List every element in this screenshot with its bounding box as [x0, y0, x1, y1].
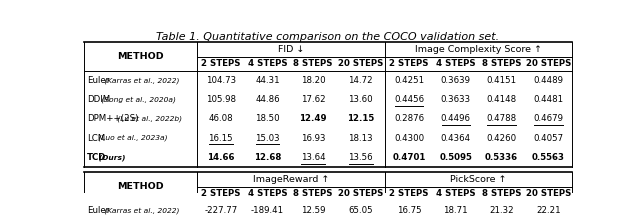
- Text: 22.21: 22.21: [536, 206, 561, 215]
- Text: 0.4481: 0.4481: [533, 95, 563, 104]
- Text: LCM: LCM: [87, 134, 105, 143]
- Text: 0.5336: 0.5336: [485, 153, 518, 162]
- Text: 0.4489: 0.4489: [533, 76, 563, 85]
- Text: (Luo et al., 2023a): (Luo et al., 2023a): [96, 135, 168, 141]
- Text: 0.4148: 0.4148: [486, 95, 516, 104]
- Text: 46.08: 46.08: [209, 114, 233, 123]
- Text: 12.15: 12.15: [347, 114, 374, 123]
- Text: 104.73: 104.73: [205, 76, 236, 85]
- Text: DDIM: DDIM: [87, 95, 110, 104]
- Text: 4 STEPS: 4 STEPS: [436, 189, 476, 198]
- Text: 0.4151: 0.4151: [486, 76, 516, 85]
- Text: PickScore ↑: PickScore ↑: [451, 175, 507, 184]
- Text: FID ↓: FID ↓: [278, 45, 305, 54]
- Text: ImageReward ↑: ImageReward ↑: [253, 175, 330, 184]
- Text: 0.4456: 0.4456: [394, 95, 424, 104]
- Text: Image Complexity Score ↑: Image Complexity Score ↑: [415, 45, 542, 54]
- Text: 2 STEPS: 2 STEPS: [389, 59, 429, 68]
- Text: (Lu et al., 2022b): (Lu et al., 2022b): [115, 116, 182, 122]
- Text: TCD: TCD: [87, 153, 106, 162]
- Text: 15.03: 15.03: [255, 134, 280, 143]
- Text: 0.3633: 0.3633: [441, 95, 471, 104]
- Text: Table 1. Quantitative comparison on the COCO validation set.: Table 1. Quantitative comparison on the …: [156, 32, 500, 42]
- Text: DPM++(2S): DPM++(2S): [87, 114, 138, 123]
- Text: 18.50: 18.50: [255, 114, 280, 123]
- Text: 16.15: 16.15: [209, 134, 233, 143]
- Text: -227.77: -227.77: [204, 206, 237, 215]
- Text: 12.68: 12.68: [253, 153, 281, 162]
- Text: 0.3639: 0.3639: [441, 76, 471, 85]
- Text: 105.98: 105.98: [206, 95, 236, 104]
- Text: Euler: Euler: [87, 76, 109, 85]
- Text: 2 STEPS: 2 STEPS: [201, 189, 241, 198]
- Text: 13.64: 13.64: [301, 153, 326, 162]
- Text: 44.31: 44.31: [255, 76, 280, 85]
- Text: 13.60: 13.60: [348, 95, 373, 104]
- Text: METHOD: METHOD: [117, 182, 164, 191]
- Text: 20 STEPS: 20 STEPS: [525, 59, 571, 68]
- Text: 18.71: 18.71: [444, 206, 468, 215]
- Text: 14.72: 14.72: [348, 76, 373, 85]
- Text: 17.62: 17.62: [301, 95, 326, 104]
- Text: 8 STEPS: 8 STEPS: [294, 189, 333, 198]
- Text: 44.86: 44.86: [255, 95, 280, 104]
- Text: 20 STEPS: 20 STEPS: [338, 59, 383, 68]
- Text: 0.4251: 0.4251: [394, 76, 424, 85]
- Text: Euler: Euler: [87, 206, 109, 215]
- Text: 12.59: 12.59: [301, 206, 326, 215]
- Text: 0.4057: 0.4057: [533, 134, 563, 143]
- Text: 8 STEPS: 8 STEPS: [482, 59, 522, 68]
- Text: 4 STEPS: 4 STEPS: [436, 59, 476, 68]
- Text: 0.5095: 0.5095: [440, 153, 472, 162]
- Text: 8 STEPS: 8 STEPS: [482, 189, 522, 198]
- Text: 65.05: 65.05: [348, 206, 373, 215]
- Text: 20 STEPS: 20 STEPS: [338, 189, 383, 198]
- Text: 0.4496: 0.4496: [441, 114, 471, 123]
- Text: 14.66: 14.66: [207, 153, 234, 162]
- Text: (Karras et al., 2022): (Karras et al., 2022): [102, 77, 180, 84]
- Text: 0.4679: 0.4679: [533, 114, 563, 123]
- Text: 18.13: 18.13: [348, 134, 373, 143]
- Text: 13.56: 13.56: [348, 153, 373, 162]
- Text: 4 STEPS: 4 STEPS: [248, 189, 287, 198]
- Text: 0.5563: 0.5563: [532, 153, 564, 162]
- Text: 12.49: 12.49: [300, 114, 327, 123]
- Text: 18.20: 18.20: [301, 76, 326, 85]
- Text: 8 STEPS: 8 STEPS: [294, 59, 333, 68]
- Text: 0.4300: 0.4300: [394, 134, 424, 143]
- Text: (Song et al., 2020a): (Song et al., 2020a): [99, 96, 176, 103]
- Text: 16.75: 16.75: [397, 206, 422, 215]
- Text: -189.41: -189.41: [251, 206, 284, 215]
- Text: 16.93: 16.93: [301, 134, 326, 143]
- Text: 0.4364: 0.4364: [441, 134, 471, 143]
- Text: 0.4260: 0.4260: [486, 134, 516, 143]
- Text: 0.4701: 0.4701: [392, 153, 426, 162]
- Text: 0.2876: 0.2876: [394, 114, 424, 123]
- Text: 4 STEPS: 4 STEPS: [248, 59, 287, 68]
- Text: 20 STEPS: 20 STEPS: [525, 189, 571, 198]
- Text: 0.4788: 0.4788: [486, 114, 516, 123]
- Text: METHOD: METHOD: [117, 52, 164, 61]
- Text: 21.32: 21.32: [490, 206, 514, 215]
- Text: 2 STEPS: 2 STEPS: [389, 189, 429, 198]
- Text: (Ours): (Ours): [96, 154, 125, 161]
- Text: 2 STEPS: 2 STEPS: [201, 59, 241, 68]
- Text: (Karras et al., 2022): (Karras et al., 2022): [102, 207, 180, 214]
